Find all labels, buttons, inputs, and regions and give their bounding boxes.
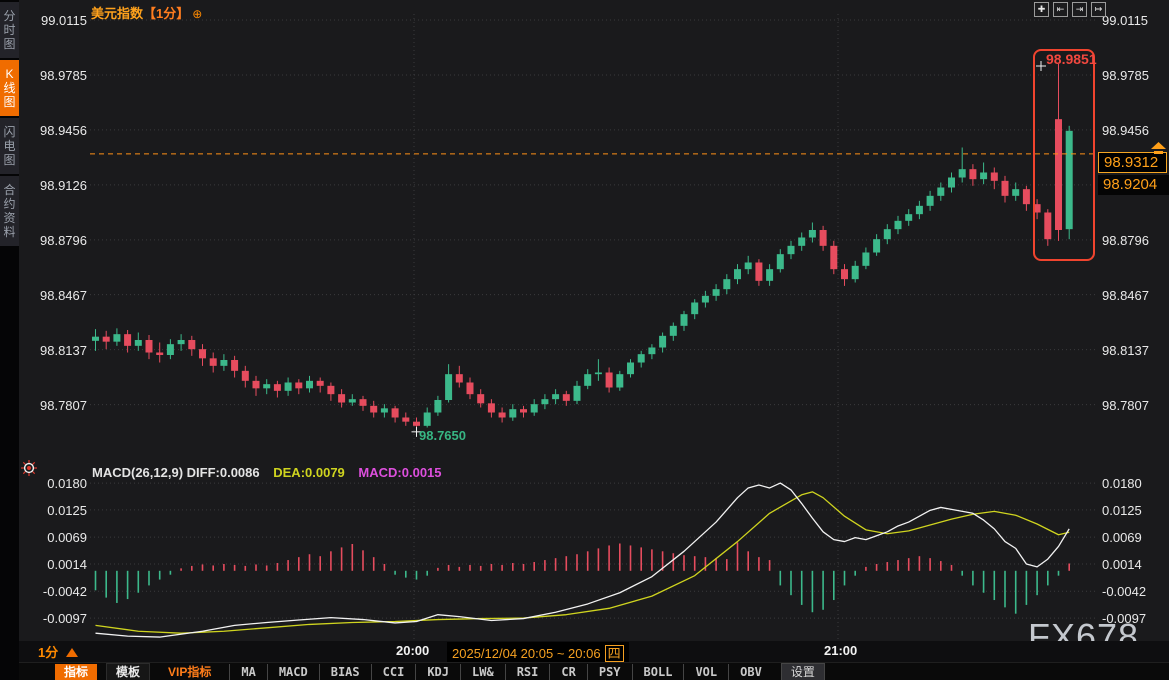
sidebar-tab-2[interactable]: K 线 图 <box>0 60 19 116</box>
macd-axis-label-left: 0.0180 <box>47 476 87 492</box>
secondary-price-label: 98.9204 <box>1098 175 1169 195</box>
macd-axis-label-left: -0.0097 <box>42 611 87 627</box>
macd-axis-label-left: 0.0125 <box>47 502 87 518</box>
macd-axis-label-left: -0.0042 <box>42 584 87 600</box>
footer-button-BIAS[interactable]: BIAS <box>318 663 371 680</box>
weekday-badge: 四 <box>604 645 624 662</box>
footer-button-MACD[interactable]: MACD <box>266 663 319 680</box>
price-axis-label-right: 98.8467 <box>1102 287 1149 303</box>
chart-title: 美元指数【1分】 ⊕ <box>91 3 202 22</box>
price-axis-label-left: 98.7807 <box>40 397 87 413</box>
price-up-arrow-icon <box>1150 142 1167 155</box>
shift-right-icon[interactable]: ↦ <box>1091 2 1106 17</box>
macd-axis-label-right: 0.0180 <box>1102 476 1142 492</box>
time-axis: 1分 20:00 2025/12/04 20:05 ~ 20:06 四 21:00 <box>19 641 1169 663</box>
chart-toolbar: ✚ ⇤ ⇥ ↦ <box>1034 2 1106 17</box>
sidebar-tab-3[interactable]: 闪 电 图 <box>0 118 19 174</box>
footer-button-VOL[interactable]: VOL <box>683 663 728 680</box>
macd-axis-label-right: -0.0042 <box>1102 584 1147 600</box>
macd-axis-label-right: -0.0097 <box>1102 611 1147 627</box>
price-axis-label-right: 98.9785 <box>1102 68 1149 83</box>
footer-button-PSY[interactable]: PSY <box>586 663 632 680</box>
macd-axis-label-left: 0.0014 <box>47 556 87 572</box>
footer-button-CR[interactable]: CR <box>549 663 586 680</box>
pan-icon[interactable]: ✚ <box>1034 2 1049 17</box>
sidebar-tab-1[interactable]: 分 时 图 <box>0 2 19 58</box>
period-selector[interactable]: 1分 <box>38 642 79 661</box>
footer-button-VIP指标[interactable]: VIP指标 <box>168 664 212 679</box>
price-axis-label-left: 98.8796 <box>40 232 87 248</box>
price-axis-label-right: 98.9456 <box>1102 122 1149 138</box>
price-axis-label-left: 99.0115 <box>40 13 87 28</box>
macd-axis-label-left: 0.0069 <box>47 530 87 546</box>
footer-button-OBV[interactable]: OBV <box>728 663 773 680</box>
footer-button-CCI[interactable]: CCI <box>370 663 416 680</box>
macd-axis-label-right: 0.0069 <box>1102 530 1142 546</box>
time-tick-2100: 21:00 <box>824 643 858 658</box>
price-axis-label-left: 98.8467 <box>40 287 87 303</box>
price-axis-label-left: 98.8137 <box>40 342 87 358</box>
date-range-text: 2025/12/04 20:05 ~ 20:06 <box>452 646 601 661</box>
price-axis-label-right: 98.8137 <box>1102 342 1149 358</box>
footer-button-BOLL[interactable]: BOLL <box>631 663 684 680</box>
footer-button-设置[interactable]: 设置 <box>780 662 825 680</box>
time-tick-2000: 20:00 <box>396 643 430 658</box>
expand-icon[interactable]: ⊕ <box>192 7 203 21</box>
session-low-label: 98.7650 <box>419 428 466 443</box>
current-price-box: 98.9312 <box>1098 152 1167 173</box>
macd-axis-label-right: 0.0014 <box>1102 556 1142 572</box>
scale-left-icon[interactable]: ⇤ <box>1053 2 1068 17</box>
price-axis-label-left: 98.9126 <box>40 177 87 193</box>
footer-button-模板[interactable]: 模板 <box>106 662 151 680</box>
macd-macd-value: MACD:0.0015 <box>358 465 442 480</box>
macd-dea-value: DEA:0.0079 <box>273 465 345 480</box>
footer-button-LW&[interactable]: LW& <box>460 663 505 680</box>
scale-right-icon[interactable]: ⇥ <box>1072 2 1087 17</box>
period-dropdown-icon <box>66 648 79 657</box>
macd-panel-icon[interactable] <box>21 460 37 476</box>
footer-button-MA[interactable]: MA <box>229 663 266 680</box>
indicator-toolbar: 指标 模板 VIP指标 MA MACD BIAS CCI KDJ LW& RSI CR PSY BOLL… <box>19 662 1169 680</box>
footer-button-RSI[interactable]: RSI <box>504 663 550 680</box>
macd-axis-label-right: 0.0125 <box>1102 502 1142 518</box>
footer-button-KDJ[interactable]: KDJ <box>415 663 460 680</box>
macd-header: MACD(26,12,9) DIFF:0.0086 DEA:0.0079 MAC… <box>92 465 442 480</box>
period-tag: 【1分】 <box>143 6 190 21</box>
period-label: 1分 <box>38 645 59 660</box>
price-axis-label-right: 98.7807 <box>1102 397 1149 413</box>
footer-button-指标[interactable]: 指标 <box>55 663 98 680</box>
price-axis-label-left: 98.9456 <box>40 122 87 138</box>
price-axis-label-right: 99.0115 <box>1102 13 1149 28</box>
session-high-label: 98.9851 <box>1046 51 1097 67</box>
candle-date-range: 2025/12/04 20:05 ~ 20:06 四 <box>447 642 629 663</box>
price-axis-label-left: 98.9785 <box>40 68 87 83</box>
left-tab-bar: 分 时 图 K 线 图闪 电 图合 约 资 料 <box>0 0 19 680</box>
sidebar-tab-4[interactable]: 合 约 资 料 <box>0 176 19 246</box>
symbol-name: 美元指数 <box>91 6 144 21</box>
price-axis-label-right: 98.8796 <box>1102 232 1149 248</box>
macd-params-diff: MACD(26,12,9) DIFF:0.0086 <box>92 465 260 480</box>
